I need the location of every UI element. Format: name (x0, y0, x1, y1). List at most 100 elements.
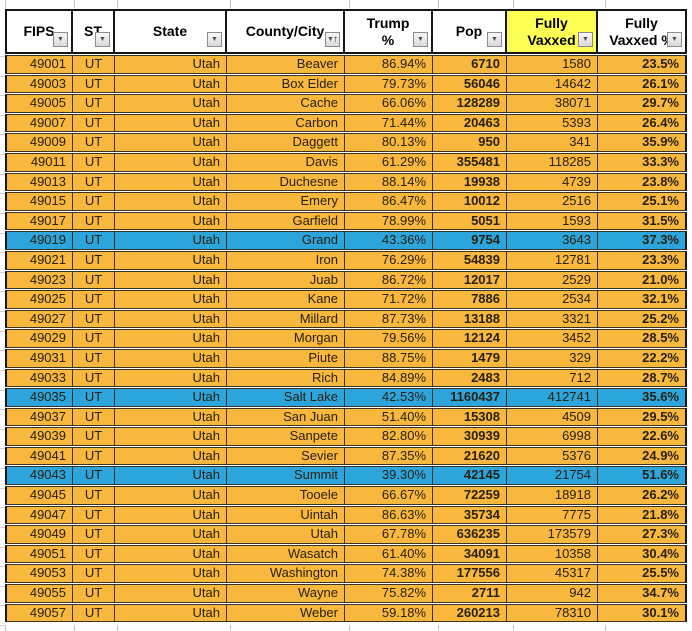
cell-st[interactable]: UT (73, 407, 115, 427)
cell-fully_vaxxed[interactable]: 78310 (507, 603, 598, 623)
column-header-pop[interactable]: Pop ▼ (433, 9, 507, 54)
cell-pop[interactable]: 355481 (433, 152, 507, 172)
cell-pop[interactable]: 1160437 (433, 388, 507, 407)
column-header-state[interactable]: State ▼ (115, 9, 227, 54)
cell-fips[interactable]: 49047 (5, 505, 73, 525)
cell-fully_vaxxed_pct[interactable]: 28.5% (598, 329, 687, 348)
cell-fips[interactable]: 49027 (5, 309, 73, 329)
cell-trump_pct[interactable]: 80.13% (345, 133, 433, 152)
cell-fips[interactable]: 49007 (5, 113, 73, 133)
cell-trump_pct[interactable]: 74.38% (345, 564, 433, 584)
cell-pop[interactable]: 54839 (433, 250, 507, 270)
cell-fully_vaxxed[interactable]: 712 (507, 368, 598, 388)
cell-trump_pct[interactable]: 78.99% (345, 211, 433, 231)
cell-fips[interactable]: 49045 (5, 486, 73, 505)
cell-st[interactable]: UT (73, 270, 115, 290)
cell-state[interactable]: Utah (115, 231, 227, 250)
cell-county[interactable]: Box Elder (227, 74, 345, 94)
cell-fully_vaxxed[interactable]: 1593 (507, 211, 598, 231)
cell-fully_vaxxed_pct[interactable]: 35.9% (598, 133, 687, 152)
cell-fips[interactable]: 49013 (5, 172, 73, 192)
cell-fully_vaxxed[interactable]: 118285 (507, 152, 598, 172)
cell-fully_vaxxed[interactable]: 3321 (507, 309, 598, 329)
cell-pop[interactable]: 56046 (433, 74, 507, 94)
cell-state[interactable]: Utah (115, 290, 227, 309)
cell-state[interactable]: Utah (115, 250, 227, 270)
cell-fully_vaxxed_pct[interactable]: 21.0% (598, 270, 687, 290)
cell-county[interactable]: Wayne (227, 584, 345, 603)
cell-fully_vaxxed_pct[interactable]: 30.1% (598, 603, 687, 623)
cell-fips[interactable]: 49037 (5, 407, 73, 427)
cell-trump_pct[interactable]: 42.53% (345, 388, 433, 407)
cell-st[interactable]: UT (73, 211, 115, 231)
cell-fully_vaxxed_pct[interactable]: 22.2% (598, 348, 687, 368)
cell-trump_pct[interactable]: 59.18% (345, 603, 433, 623)
cell-fully_vaxxed_pct[interactable]: 23.3% (598, 250, 687, 270)
cell-fully_vaxxed_pct[interactable]: 29.5% (598, 407, 687, 427)
cell-trump_pct[interactable]: 82.80% (345, 427, 433, 446)
cell-state[interactable]: Utah (115, 603, 227, 623)
cell-fully_vaxxed[interactable]: 18918 (507, 486, 598, 505)
cell-state[interactable]: Utah (115, 192, 227, 211)
cell-st[interactable]: UT (73, 505, 115, 525)
cell-state[interactable]: Utah (115, 113, 227, 133)
cell-pop[interactable]: 128289 (433, 94, 507, 113)
cell-fully_vaxxed[interactable]: 45317 (507, 564, 598, 584)
cell-fully_vaxxed[interactable]: 2534 (507, 290, 598, 309)
cell-fips[interactable]: 49023 (5, 270, 73, 290)
cell-fully_vaxxed[interactable]: 7775 (507, 505, 598, 525)
cell-state[interactable]: Utah (115, 564, 227, 584)
cell-st[interactable]: UT (73, 348, 115, 368)
cell-county[interactable]: Beaver (227, 55, 345, 74)
cell-state[interactable]: Utah (115, 505, 227, 525)
cell-pop[interactable]: 5051 (433, 211, 507, 231)
cell-fully_vaxxed_pct[interactable]: 26.2% (598, 486, 687, 505)
cell-fips[interactable]: 49043 (5, 466, 73, 486)
cell-state[interactable]: Utah (115, 74, 227, 94)
cell-fully_vaxxed_pct[interactable]: 24.9% (598, 446, 687, 466)
cell-fips[interactable]: 49009 (5, 133, 73, 152)
cell-pop[interactable]: 2711 (433, 584, 507, 603)
cell-county[interactable]: Tooele (227, 486, 345, 505)
cell-trump_pct[interactable]: 66.06% (345, 94, 433, 113)
cell-fips[interactable]: 49055 (5, 584, 73, 603)
cell-fully_vaxxed_pct[interactable]: 37.3% (598, 231, 687, 250)
cell-pop[interactable]: 20463 (433, 113, 507, 133)
cell-fips[interactable]: 49051 (5, 544, 73, 564)
filter-button-state[interactable]: ▼ (207, 32, 222, 47)
cell-county[interactable]: Morgan (227, 329, 345, 348)
cell-state[interactable]: Utah (115, 388, 227, 407)
column-header-st[interactable]: ST ▼ (73, 9, 115, 54)
cell-st[interactable]: UT (73, 74, 115, 94)
cell-fully_vaxxed[interactable]: 1580 (507, 55, 598, 74)
cell-pop[interactable]: 35734 (433, 505, 507, 525)
cell-state[interactable]: Utah (115, 544, 227, 564)
cell-state[interactable]: Utah (115, 427, 227, 446)
filter-button-trump_pct[interactable]: ▼ (413, 32, 428, 47)
column-header-fully_vaxxed[interactable]: Fully Vaxxed ▼ (507, 9, 598, 54)
cell-fully_vaxxed_pct[interactable]: 51.6% (598, 466, 687, 486)
cell-st[interactable]: UT (73, 152, 115, 172)
filter-button-fully_vaxxed_pct[interactable]: ▼ (667, 32, 682, 47)
cell-county[interactable]: Kane (227, 290, 345, 309)
cell-fully_vaxxed_pct[interactable]: 26.4% (598, 113, 687, 133)
cell-fully_vaxxed[interactable]: 5393 (507, 113, 598, 133)
cell-fully_vaxxed_pct[interactable]: 26.1% (598, 74, 687, 94)
cell-county[interactable]: Sevier (227, 446, 345, 466)
filter-button-st[interactable]: ▼ (95, 32, 110, 47)
cell-trump_pct[interactable]: 86.47% (345, 192, 433, 211)
cell-state[interactable]: Utah (115, 368, 227, 388)
cell-st[interactable]: UT (73, 309, 115, 329)
cell-st[interactable]: UT (73, 486, 115, 505)
cell-fips[interactable]: 49003 (5, 74, 73, 94)
cell-fully_vaxxed_pct[interactable]: 28.7% (598, 368, 687, 388)
cell-pop[interactable]: 177556 (433, 564, 507, 584)
cell-state[interactable]: Utah (115, 329, 227, 348)
cell-trump_pct[interactable]: 86.72% (345, 270, 433, 290)
cell-fips[interactable]: 49011 (5, 152, 73, 172)
cell-st[interactable]: UT (73, 544, 115, 564)
cell-pop[interactable]: 34091 (433, 544, 507, 564)
cell-fully_vaxxed[interactable]: 2516 (507, 192, 598, 211)
cell-fips[interactable]: 49015 (5, 192, 73, 211)
cell-fips[interactable]: 49039 (5, 427, 73, 446)
